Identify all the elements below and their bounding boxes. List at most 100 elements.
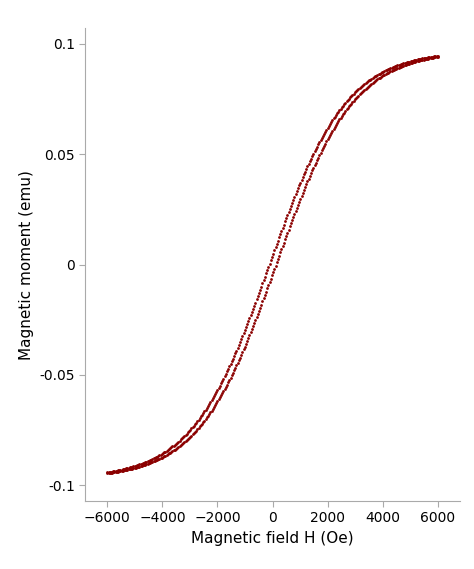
Point xyxy=(337,113,345,122)
Point xyxy=(358,81,366,90)
Point xyxy=(167,447,175,456)
Point xyxy=(408,58,416,67)
Point xyxy=(356,84,364,93)
Point xyxy=(363,83,371,92)
Point xyxy=(340,100,348,109)
Point xyxy=(335,107,342,116)
Point xyxy=(307,168,315,178)
Point xyxy=(240,329,247,338)
Point xyxy=(304,177,311,186)
Point xyxy=(419,55,426,64)
Point xyxy=(166,444,174,453)
Point xyxy=(242,323,250,332)
Point xyxy=(395,63,402,72)
Point xyxy=(200,418,207,427)
Point xyxy=(162,451,169,460)
Point xyxy=(309,166,316,175)
Point xyxy=(307,154,315,163)
Point xyxy=(215,384,222,393)
Point xyxy=(339,101,347,110)
Point xyxy=(238,348,246,357)
Point xyxy=(286,204,293,213)
Point xyxy=(186,432,194,442)
Point xyxy=(153,452,161,461)
Point xyxy=(338,112,346,121)
Point xyxy=(346,100,354,109)
Point xyxy=(408,56,416,65)
Point xyxy=(259,297,266,306)
Point xyxy=(219,377,226,386)
Point xyxy=(383,65,391,75)
Point xyxy=(140,460,148,469)
Point xyxy=(234,343,241,352)
Point xyxy=(354,85,361,94)
Point xyxy=(189,430,196,439)
Point xyxy=(285,208,292,217)
Point xyxy=(247,311,255,320)
Point xyxy=(178,434,186,443)
Point xyxy=(249,321,257,331)
Point xyxy=(155,451,163,460)
Point xyxy=(106,467,113,476)
Point xyxy=(330,114,337,123)
Point xyxy=(204,402,212,411)
Point xyxy=(247,328,255,337)
Point xyxy=(298,191,305,200)
Point xyxy=(240,345,247,354)
Point xyxy=(150,457,157,466)
Point xyxy=(207,398,214,407)
Point xyxy=(319,131,327,141)
Point xyxy=(425,54,432,63)
Point xyxy=(139,461,146,470)
Point xyxy=(331,112,338,121)
Point xyxy=(227,360,234,369)
Point xyxy=(146,456,154,465)
Point xyxy=(171,440,179,449)
Point xyxy=(298,175,305,184)
Point xyxy=(115,465,123,475)
Point xyxy=(394,64,401,73)
Point xyxy=(134,460,142,469)
Point xyxy=(146,459,154,468)
Point xyxy=(166,448,174,457)
Point xyxy=(121,465,129,475)
Point xyxy=(181,438,188,447)
Point xyxy=(343,97,350,106)
Point xyxy=(356,90,364,99)
Point xyxy=(428,53,436,63)
Point xyxy=(255,288,263,298)
Point xyxy=(345,94,353,103)
Point xyxy=(164,446,172,455)
Point xyxy=(250,302,258,311)
Point xyxy=(359,86,367,96)
Point xyxy=(373,76,380,85)
Point xyxy=(167,443,175,452)
Point xyxy=(368,74,375,83)
Point xyxy=(429,53,437,62)
Point xyxy=(117,465,124,475)
Point xyxy=(169,442,176,451)
Point xyxy=(141,460,149,469)
Point xyxy=(237,335,245,344)
Point xyxy=(283,228,291,237)
Point xyxy=(132,463,139,472)
Point xyxy=(271,246,278,255)
Point xyxy=(377,72,385,81)
Point xyxy=(221,385,228,394)
Point xyxy=(153,455,161,464)
Point xyxy=(306,156,314,166)
Point xyxy=(324,123,331,132)
Point xyxy=(223,380,231,389)
Point xyxy=(268,271,276,280)
Point xyxy=(219,374,227,384)
Point xyxy=(422,53,430,62)
Point xyxy=(172,439,180,448)
Point xyxy=(266,259,273,268)
Point xyxy=(328,118,335,127)
Point xyxy=(127,464,135,473)
Point xyxy=(299,172,307,182)
Point xyxy=(361,85,368,94)
Point xyxy=(210,392,218,401)
Point xyxy=(229,368,237,377)
Point xyxy=(278,226,285,236)
